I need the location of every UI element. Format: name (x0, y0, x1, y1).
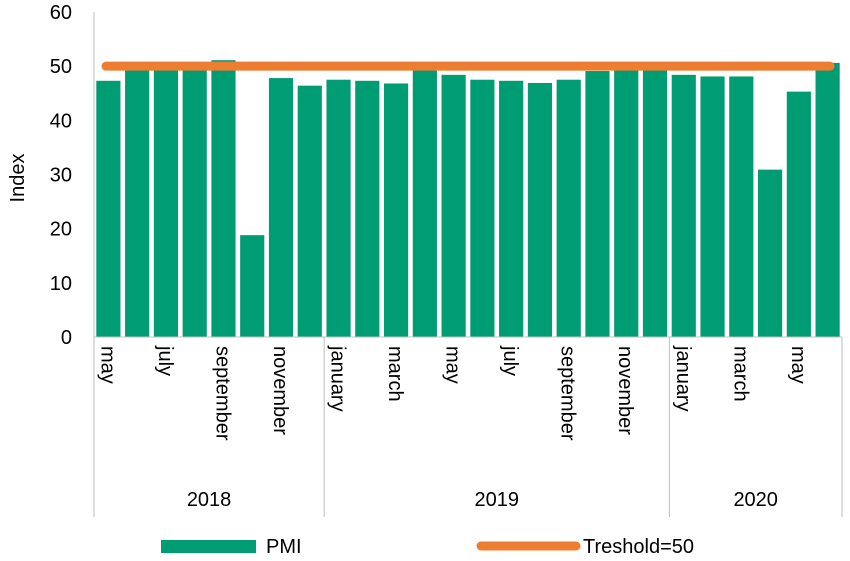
y-tick-label: 60 (50, 2, 72, 24)
bar-august (182, 62, 207, 337)
bar-february (700, 76, 725, 337)
bar-november (614, 69, 639, 338)
legend-label-threshold: Treshold=50 (583, 536, 694, 558)
y-tick-label: 0 (61, 327, 72, 349)
year-label: 2020 (733, 489, 778, 511)
bar-october (585, 71, 610, 338)
bar-may (786, 91, 811, 337)
bar-december (297, 85, 322, 338)
x-tick-label: march (384, 346, 406, 402)
bar-january (326, 79, 351, 337)
legend: PMI Treshold=50 (161, 536, 694, 558)
x-tick-label: january (327, 345, 349, 412)
x-tick-label: september (211, 346, 233, 441)
x-axis: may july september november january march may j… (93, 336, 843, 517)
y-axis: 0 10 20 30 40 50 60 (50, 2, 95, 349)
bar-september (211, 60, 236, 337)
x-tick-label: may (442, 346, 464, 384)
bar-july (153, 67, 179, 337)
x-tick-label: july (154, 345, 176, 376)
bar-august (527, 82, 553, 337)
bar-november (268, 78, 294, 337)
x-tick-label: may (787, 346, 809, 384)
y-tick-label: 20 (50, 219, 72, 241)
x-tick-label: july (499, 345, 521, 376)
bar-september (556, 79, 581, 337)
year-label: 2019 (475, 489, 520, 511)
bar-april (757, 169, 783, 337)
x-tick-label: november (269, 346, 291, 435)
legend-label-pmi: PMI (266, 536, 302, 558)
x-tick-label: may (96, 346, 118, 384)
x-tick-label: september (557, 346, 579, 441)
bar-october (240, 235, 265, 337)
x-tick-label: january (672, 345, 694, 412)
bars (96, 60, 840, 338)
bar-february (355, 80, 380, 338)
y-tick-label: 10 (50, 273, 72, 295)
bar-june (815, 62, 840, 338)
bar-january (671, 74, 696, 337)
bar-july (499, 80, 524, 338)
bar-june (125, 67, 150, 338)
legend-swatch-pmi (161, 540, 256, 553)
bar-may (441, 74, 466, 337)
year-label: 2018 (187, 489, 232, 511)
y-tick-label: 30 (50, 165, 72, 187)
x-tick-label: march (729, 346, 751, 402)
y-axis-title: Index (7, 154, 29, 203)
bar-june (470, 79, 495, 337)
bar-december (642, 69, 668, 337)
bar-april (412, 69, 437, 337)
y-tick-label: 50 (50, 56, 72, 78)
y-tick-label: 40 (50, 110, 72, 132)
x-tick-label: november (614, 346, 636, 435)
bar-may (96, 80, 121, 338)
bar-march (729, 76, 754, 337)
bar-march (383, 83, 409, 337)
